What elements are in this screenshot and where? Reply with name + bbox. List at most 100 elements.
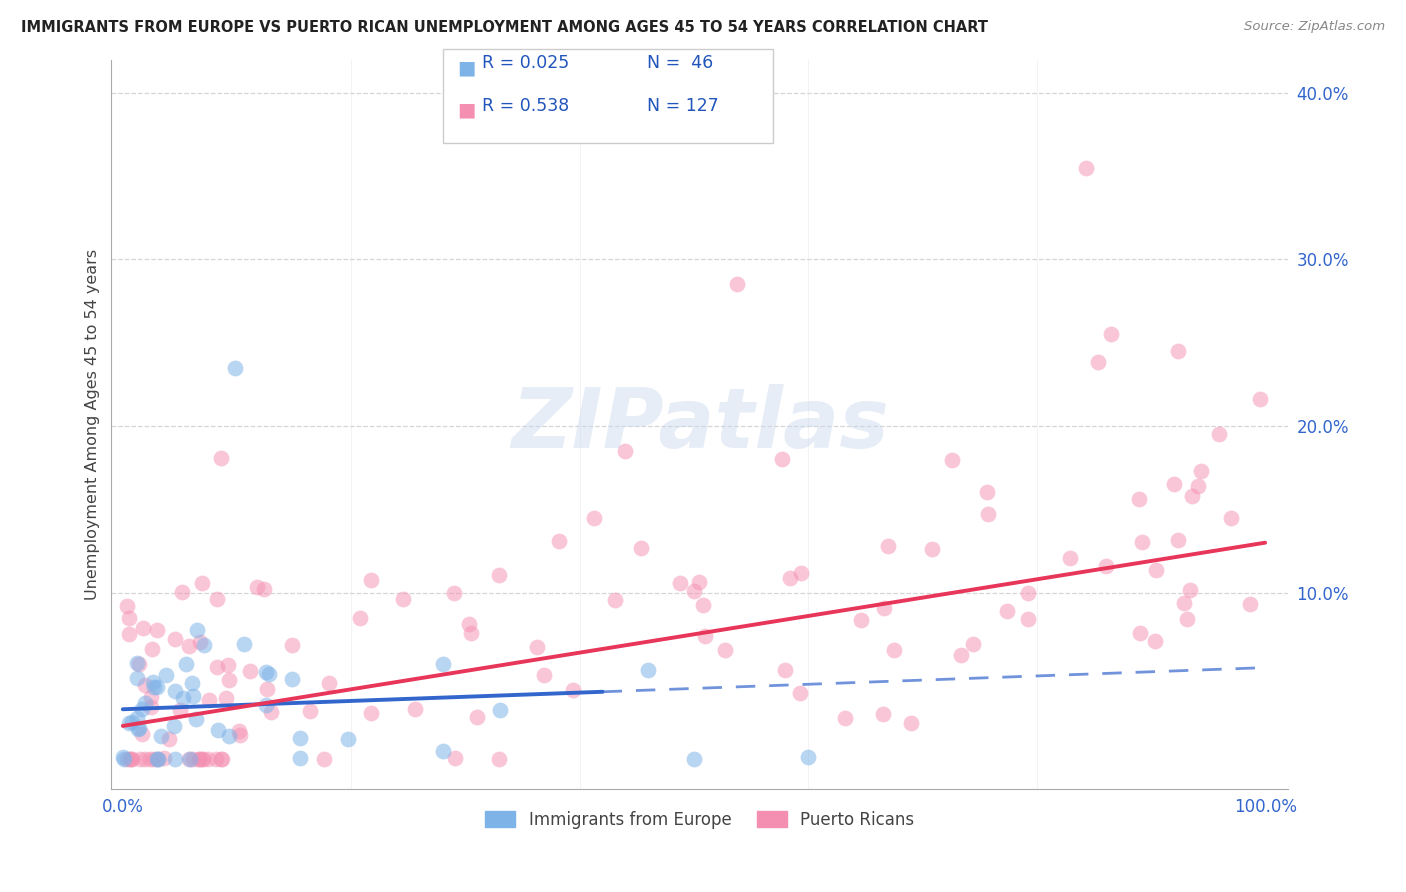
- Point: [1173, 595, 1195, 609]
- Point: [187, 752, 209, 766]
- Point: [1219, 510, 1241, 524]
- Point: [186, 624, 208, 638]
- Point: [779, 571, 801, 585]
- Point: [789, 566, 811, 581]
- Point: [683, 752, 706, 766]
- Point: [157, 731, 180, 746]
- Point: [1239, 597, 1261, 611]
- Point: [172, 691, 194, 706]
- Point: [129, 752, 152, 766]
- Point: [215, 690, 238, 705]
- Point: [1130, 535, 1153, 549]
- Point: [120, 752, 142, 766]
- Point: [128, 721, 150, 735]
- Point: [121, 714, 143, 729]
- Point: [603, 592, 626, 607]
- Point: [142, 675, 165, 690]
- Point: [179, 752, 201, 766]
- Point: [139, 690, 162, 705]
- Y-axis label: Unemployment Among Ages 45 to 54 years: Unemployment Among Ages 45 to 54 years: [86, 249, 100, 600]
- Point: [432, 744, 454, 758]
- Point: [770, 452, 793, 467]
- Point: [1180, 583, 1202, 598]
- Point: [134, 752, 156, 766]
- Legend: Immigrants from Europe, Puerto Ricans: Immigrants from Europe, Puerto Ricans: [479, 805, 921, 836]
- Point: [360, 573, 382, 587]
- Point: [851, 613, 873, 627]
- Point: [163, 719, 186, 733]
- Point: [288, 750, 311, 764]
- Point: [288, 731, 311, 745]
- Point: [392, 591, 415, 606]
- Point: [281, 638, 304, 652]
- Point: [188, 635, 211, 649]
- Point: [146, 752, 169, 766]
- Point: [146, 752, 169, 766]
- Point: [488, 568, 510, 582]
- Point: [246, 580, 269, 594]
- Point: [152, 751, 174, 765]
- Point: [205, 660, 228, 674]
- Point: [205, 752, 228, 766]
- Point: [118, 716, 141, 731]
- Point: [1175, 612, 1198, 626]
- Point: [318, 676, 340, 690]
- Point: [254, 665, 277, 680]
- Point: [191, 752, 214, 766]
- Point: [229, 728, 252, 742]
- Point: [131, 727, 153, 741]
- Point: [207, 723, 229, 738]
- Point: [163, 684, 186, 698]
- Point: [548, 534, 571, 549]
- Point: [1187, 479, 1209, 493]
- Point: [1189, 464, 1212, 478]
- Point: [630, 541, 652, 556]
- Point: [254, 698, 277, 712]
- Point: [995, 604, 1018, 618]
- Point: [883, 643, 905, 657]
- Text: ZIPatlas: ZIPatlas: [510, 384, 889, 465]
- Point: [688, 575, 710, 590]
- Text: ■: ■: [457, 58, 475, 77]
- Point: [125, 656, 148, 670]
- Point: [218, 729, 240, 743]
- Point: [163, 632, 186, 646]
- Point: [145, 624, 167, 638]
- Point: [260, 705, 283, 719]
- Point: [132, 621, 155, 635]
- Point: [949, 648, 972, 663]
- Point: [253, 582, 276, 597]
- Point: [977, 507, 1000, 521]
- Point: [112, 752, 135, 766]
- Point: [298, 704, 321, 718]
- Point: [488, 703, 510, 717]
- Point: [141, 700, 163, 714]
- Point: [142, 680, 165, 694]
- Text: R = 0.025: R = 0.025: [482, 54, 569, 72]
- Point: [526, 640, 548, 654]
- Point: [233, 637, 256, 651]
- Point: [460, 625, 482, 640]
- Point: [1099, 327, 1122, 342]
- Point: [797, 750, 820, 764]
- Point: [217, 657, 239, 672]
- Point: [127, 671, 149, 685]
- Text: ■: ■: [457, 101, 475, 120]
- Point: [432, 657, 454, 672]
- Point: [205, 591, 228, 606]
- Point: [921, 542, 943, 557]
- Text: R = 0.538: R = 0.538: [482, 97, 569, 115]
- Point: [118, 626, 141, 640]
- Point: [1181, 489, 1204, 503]
- Point: [360, 706, 382, 720]
- Point: [533, 668, 555, 682]
- Point: [337, 732, 360, 747]
- Point: [941, 453, 963, 467]
- Point: [209, 752, 232, 766]
- Point: [125, 711, 148, 725]
- Point: [458, 616, 481, 631]
- Point: [714, 643, 737, 657]
- Point: [669, 576, 692, 591]
- Point: [834, 711, 856, 725]
- Point: [693, 629, 716, 643]
